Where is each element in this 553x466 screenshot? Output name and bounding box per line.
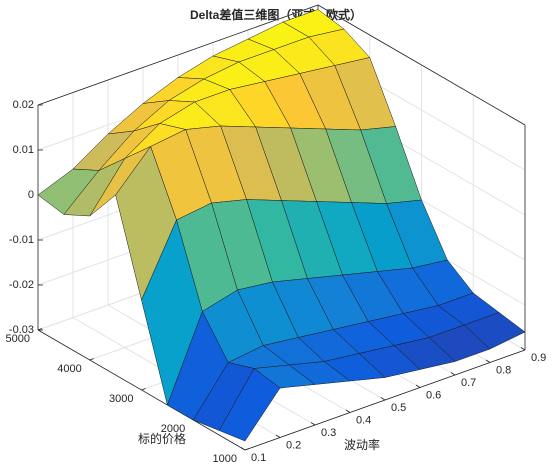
x-axis-label: 波动率 — [344, 437, 380, 452]
y-tick — [244, 448, 250, 451]
y-tick-label: 2000 — [161, 423, 185, 435]
z-tick-label: 0 — [28, 189, 34, 201]
z-tick-label: 0.02 — [13, 99, 34, 111]
x-tick — [275, 434, 281, 438]
y-tick — [37, 328, 43, 331]
x-tick-label: 0.6 — [426, 389, 441, 401]
y-tick-label: 4000 — [57, 363, 81, 375]
z-tick-label: -0.01 — [9, 234, 34, 246]
x-tick-label: 0.4 — [356, 414, 371, 426]
x-tick-label: 0.2 — [286, 439, 301, 451]
x-tick — [450, 372, 456, 376]
y-tick — [141, 388, 146, 391]
axis-edge — [317, 4, 526, 126]
x-tick — [310, 422, 316, 426]
y-tick-label: 1000 — [213, 453, 237, 465]
y-tick-label: 3000 — [109, 393, 133, 405]
x-tick — [380, 397, 386, 401]
x-tick — [520, 347, 526, 351]
x-tick-label: 0.8 — [496, 364, 511, 376]
z-tick-label: -0.02 — [9, 279, 34, 291]
x-tick-label: 0.7 — [461, 377, 476, 389]
x-tick-label: 0.1 — [251, 452, 266, 464]
surface-patch — [218, 368, 281, 442]
x-tick — [345, 409, 351, 413]
x-tick-label: 0.3 — [321, 427, 336, 439]
z-tick-label: -0.03 — [9, 324, 34, 336]
y-tick — [89, 358, 94, 361]
z-tick-label: 0.01 — [13, 144, 34, 156]
x-tick — [485, 359, 491, 363]
y-axis-label: 标的价格 — [138, 431, 186, 446]
y-tick-label: 5000 — [6, 333, 30, 345]
x-tick — [415, 384, 421, 388]
x-tick — [240, 447, 246, 451]
axis-edge — [37, 4, 319, 106]
x-tick-label: 0.9 — [531, 352, 546, 364]
x-tick-label: 0.5 — [391, 402, 406, 414]
